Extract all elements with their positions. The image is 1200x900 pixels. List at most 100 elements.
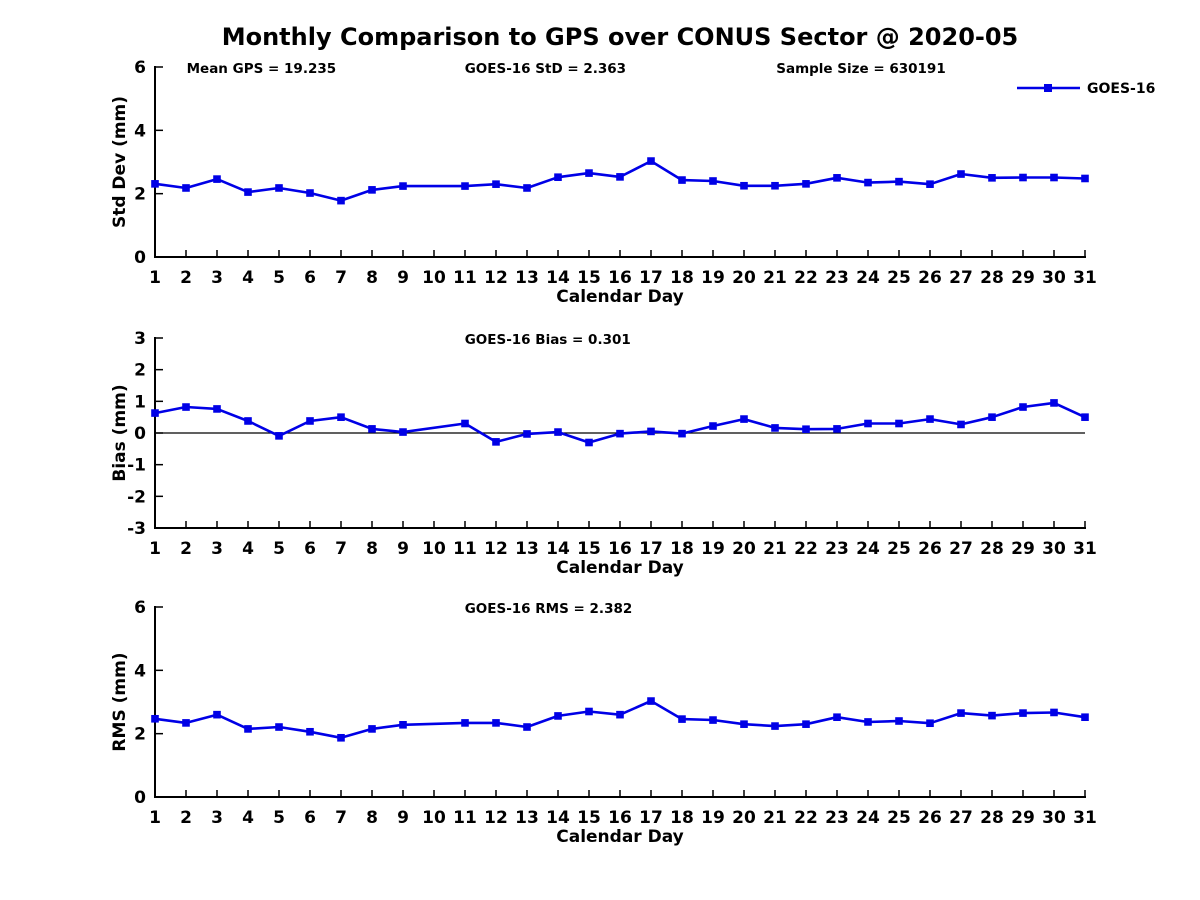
annotation-text: GOES-16 StD = 2.363 bbox=[465, 61, 626, 77]
x-tick-label: 21 bbox=[763, 808, 787, 828]
data-point-marker bbox=[1050, 399, 1058, 407]
data-point-marker bbox=[337, 196, 345, 205]
x-tick-label: 11 bbox=[453, 808, 477, 828]
data-point-marker bbox=[1081, 413, 1089, 421]
x-tick-label: 19 bbox=[701, 808, 725, 828]
data-point-marker bbox=[926, 415, 934, 423]
x-tick-label: 13 bbox=[515, 268, 539, 288]
data-point-marker bbox=[585, 438, 593, 447]
x-tick-label: 19 bbox=[701, 268, 725, 288]
data-point-marker bbox=[1019, 709, 1027, 717]
x-tick-label: 21 bbox=[763, 539, 787, 559]
axes-frame bbox=[154, 66, 1086, 258]
y-axis-title: Std Dev (mm) bbox=[110, 96, 130, 228]
x-tick-label: 22 bbox=[794, 268, 818, 288]
x-tick-label: 14 bbox=[546, 268, 570, 288]
data-point-marker bbox=[926, 180, 934, 188]
series-markers-goes-16 bbox=[151, 399, 1089, 447]
x-tick-label: 29 bbox=[1011, 808, 1035, 828]
data-point-marker bbox=[616, 429, 624, 438]
x-tick-label: 24 bbox=[856, 808, 880, 828]
x-axis-title: Calendar Day bbox=[556, 287, 684, 307]
data-point-marker bbox=[1081, 713, 1089, 721]
data-point-marker bbox=[833, 174, 841, 182]
x-tick-label: 23 bbox=[825, 268, 849, 288]
data-point-marker bbox=[709, 422, 717, 430]
page-title: Monthly Comparison to GPS over CONUS Sec… bbox=[222, 23, 1019, 51]
data-point-marker bbox=[864, 178, 872, 187]
y-tick-label: 3 bbox=[134, 329, 146, 349]
data-point-marker bbox=[306, 417, 314, 425]
x-tick-label: 6 bbox=[304, 539, 316, 559]
y-tick-label: 0 bbox=[134, 248, 146, 268]
y-tick-label: -3 bbox=[127, 519, 146, 539]
x-tick-label: 8 bbox=[366, 539, 378, 559]
data-point-marker bbox=[182, 184, 190, 192]
x-tick-label: 4 bbox=[242, 808, 254, 828]
data-point-marker bbox=[492, 438, 500, 446]
legend: GOES-16 bbox=[1017, 81, 1155, 97]
x-tick-label: 4 bbox=[242, 539, 254, 559]
x-tick-label: 29 bbox=[1011, 539, 1035, 559]
x-tick-label: 22 bbox=[794, 539, 818, 559]
data-point-marker bbox=[368, 186, 376, 194]
data-point-marker bbox=[213, 710, 221, 719]
data-point-marker bbox=[523, 723, 531, 731]
x-tick-label: 16 bbox=[608, 808, 632, 828]
data-point-marker bbox=[678, 715, 686, 723]
data-point-marker bbox=[1050, 173, 1058, 182]
x-tick-label: 11 bbox=[453, 268, 477, 288]
x-tick-label: 15 bbox=[577, 539, 601, 559]
x-tick-label: 7 bbox=[335, 539, 347, 559]
series-markers-goes-16 bbox=[151, 697, 1089, 742]
x-tick-label: 7 bbox=[335, 268, 347, 288]
data-point-marker bbox=[337, 733, 345, 742]
x-tick-label: 1 bbox=[149, 268, 161, 288]
subplots-group: 1 2 3 4 5 6 7 8 9 10 11 12 13 14 15 16 17 18 19 20 21 22 23 24 2… bbox=[110, 58, 1155, 847]
x-tick-label: 18 bbox=[670, 539, 694, 559]
x-tick-label: 30 bbox=[1042, 268, 1066, 288]
x-tick-label: 13 bbox=[515, 808, 539, 828]
data-point-marker bbox=[151, 180, 159, 188]
x-tick-label: 18 bbox=[670, 268, 694, 288]
x-tick-label: 12 bbox=[484, 539, 508, 559]
data-point-marker bbox=[988, 174, 996, 182]
subplot-rms: 1 2 3 4 5 6 7 8 9 10 11 12 13 14 15 16 17 18 19 20 21 22 23 24 2… bbox=[110, 598, 1097, 847]
x-tick-label: 17 bbox=[639, 539, 663, 559]
x-tick-label: 5 bbox=[273, 808, 285, 828]
x-tick-label: 4 bbox=[242, 268, 254, 288]
x-tick-label: 25 bbox=[887, 268, 911, 288]
x-tick-label: 23 bbox=[825, 808, 849, 828]
data-point-marker bbox=[461, 719, 469, 727]
x-tick-label: 2 bbox=[180, 268, 192, 288]
x-tick-label: 29 bbox=[1011, 268, 1035, 288]
subplot-std-dev: 1 2 3 4 5 6 7 8 9 10 11 12 13 14 15 16 17 18 19 20 21 22 23 24 2… bbox=[110, 58, 1155, 307]
x-tick-label: 6 bbox=[304, 808, 316, 828]
data-point-marker bbox=[616, 710, 624, 719]
data-point-marker bbox=[585, 707, 593, 716]
x-tick-label: 16 bbox=[608, 268, 632, 288]
x-tick-label: 26 bbox=[918, 808, 942, 828]
data-point-marker bbox=[740, 415, 748, 423]
x-tick-label: 27 bbox=[949, 539, 973, 559]
data-point-marker bbox=[895, 177, 903, 186]
y-tick-label: 0 bbox=[134, 424, 146, 444]
x-tick-label: 20 bbox=[732, 268, 756, 288]
data-point-marker bbox=[647, 697, 655, 705]
y-tick-label: 0 bbox=[134, 788, 146, 808]
data-point-marker bbox=[275, 184, 283, 192]
annotation-text: Sample Size = 630191 bbox=[776, 61, 945, 77]
y-tick-label: 2 bbox=[134, 361, 146, 381]
data-point-marker bbox=[833, 425, 841, 433]
x-tick-label: 31 bbox=[1073, 808, 1097, 828]
data-point-marker bbox=[957, 420, 965, 429]
x-tick-label: 5 bbox=[273, 268, 285, 288]
x-tick-label: 14 bbox=[546, 539, 570, 559]
x-tick-label: 17 bbox=[639, 268, 663, 288]
data-point-marker bbox=[647, 157, 655, 165]
x-tick-label: 24 bbox=[856, 268, 880, 288]
data-point-marker bbox=[709, 177, 717, 185]
x-tick-label: 23 bbox=[825, 539, 849, 559]
data-point-marker bbox=[771, 722, 779, 730]
